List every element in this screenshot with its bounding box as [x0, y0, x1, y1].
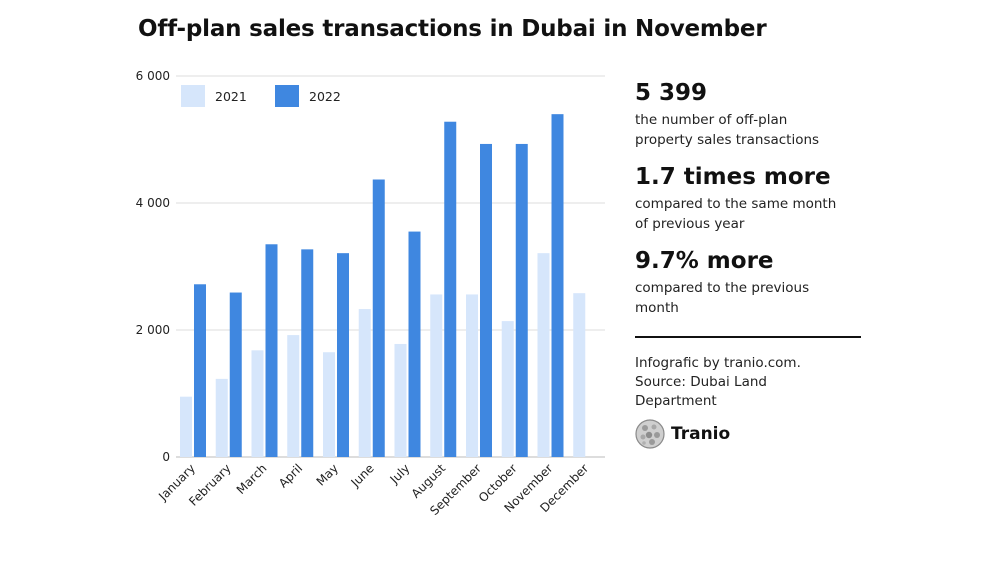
bar-2022: [551, 114, 564, 457]
y-tick-label: 2 000: [136, 323, 170, 337]
stat-value: 9.7% more: [635, 248, 774, 274]
chart-title: Off-plan sales transactions in Dubai in …: [138, 16, 767, 42]
bar-2022: [265, 244, 278, 457]
stat-description: the number of off-plan property sales tr…: [635, 110, 875, 150]
legend-label-2022: 2022: [309, 89, 341, 104]
bar-2021: [323, 352, 335, 457]
bar-2021: [215, 378, 228, 457]
bar-2022: [408, 231, 421, 457]
stat-value: 5 399: [635, 80, 708, 106]
bar-2022: [229, 292, 242, 457]
stat-description: compared to the previous month: [635, 278, 875, 318]
bar-2022: [515, 143, 528, 457]
bar-2021: [394, 343, 407, 457]
bar-2021: [466, 294, 478, 457]
y-tick-label: 0: [162, 450, 170, 464]
stat-desc-line: compared to the same month: [635, 196, 837, 212]
stat-value: 1.7 times more: [635, 164, 831, 190]
bar-2021: [358, 309, 371, 457]
x-tick-label: March: [234, 461, 270, 497]
bar-2022: [444, 121, 457, 457]
stats-panel: 5 399 the number of off-plan property sa…: [635, 78, 875, 449]
bar-2021: [180, 396, 192, 457]
stat-desc-line: month: [635, 300, 679, 316]
bar-2022: [194, 284, 206, 457]
stat-count: 5 399 the number of off-plan property sa…: [635, 78, 875, 150]
credit-text: Infografic by tranio.com. Source: Dubai …: [635, 354, 875, 411]
x-tick-label: June: [348, 461, 377, 490]
credit-line: Department: [635, 393, 717, 409]
bar-2022: [372, 179, 385, 457]
x-tick-label: May: [314, 461, 341, 488]
stat-desc-line: the number of off-plan: [635, 112, 788, 128]
legend-swatch-2022: [275, 85, 299, 107]
y-tick-label: 6 000: [136, 69, 170, 83]
credit-line: Source: Dubai Land: [635, 374, 767, 390]
x-tick-label: July: [387, 461, 413, 487]
credit-line: Infografic by tranio.com.: [635, 355, 801, 371]
legend-label-2021: 2021: [215, 89, 247, 104]
stat-desc-line: compared to the previous: [635, 280, 810, 296]
bar-2021: [251, 350, 264, 457]
stat-desc-line: of previous year: [635, 216, 745, 232]
brand-name: Tranio: [671, 424, 731, 444]
bar-2022: [337, 253, 349, 457]
tranio-globe-icon: [635, 419, 665, 449]
bar-2021: [573, 293, 586, 457]
bar-2022: [480, 143, 492, 457]
stat-desc-line: property sales transactions: [635, 132, 820, 148]
bar-2021: [501, 321, 514, 457]
legend-swatch-2021: [181, 85, 205, 107]
divider: [635, 336, 861, 338]
y-tick-label: 4 000: [136, 196, 170, 210]
bar-2021: [430, 294, 443, 457]
bar-2021: [287, 335, 300, 457]
brand-logo: Tranio: [635, 419, 875, 449]
x-tick-label: April: [276, 461, 305, 490]
stat-mom: 9.7% more compared to the previous month: [635, 246, 875, 318]
bar-2022: [301, 249, 314, 457]
bar-2021: [537, 253, 550, 457]
stat-description: compared to the same month of previous y…: [635, 194, 875, 234]
stat-yoy: 1.7 times more compared to the same mont…: [635, 162, 875, 234]
